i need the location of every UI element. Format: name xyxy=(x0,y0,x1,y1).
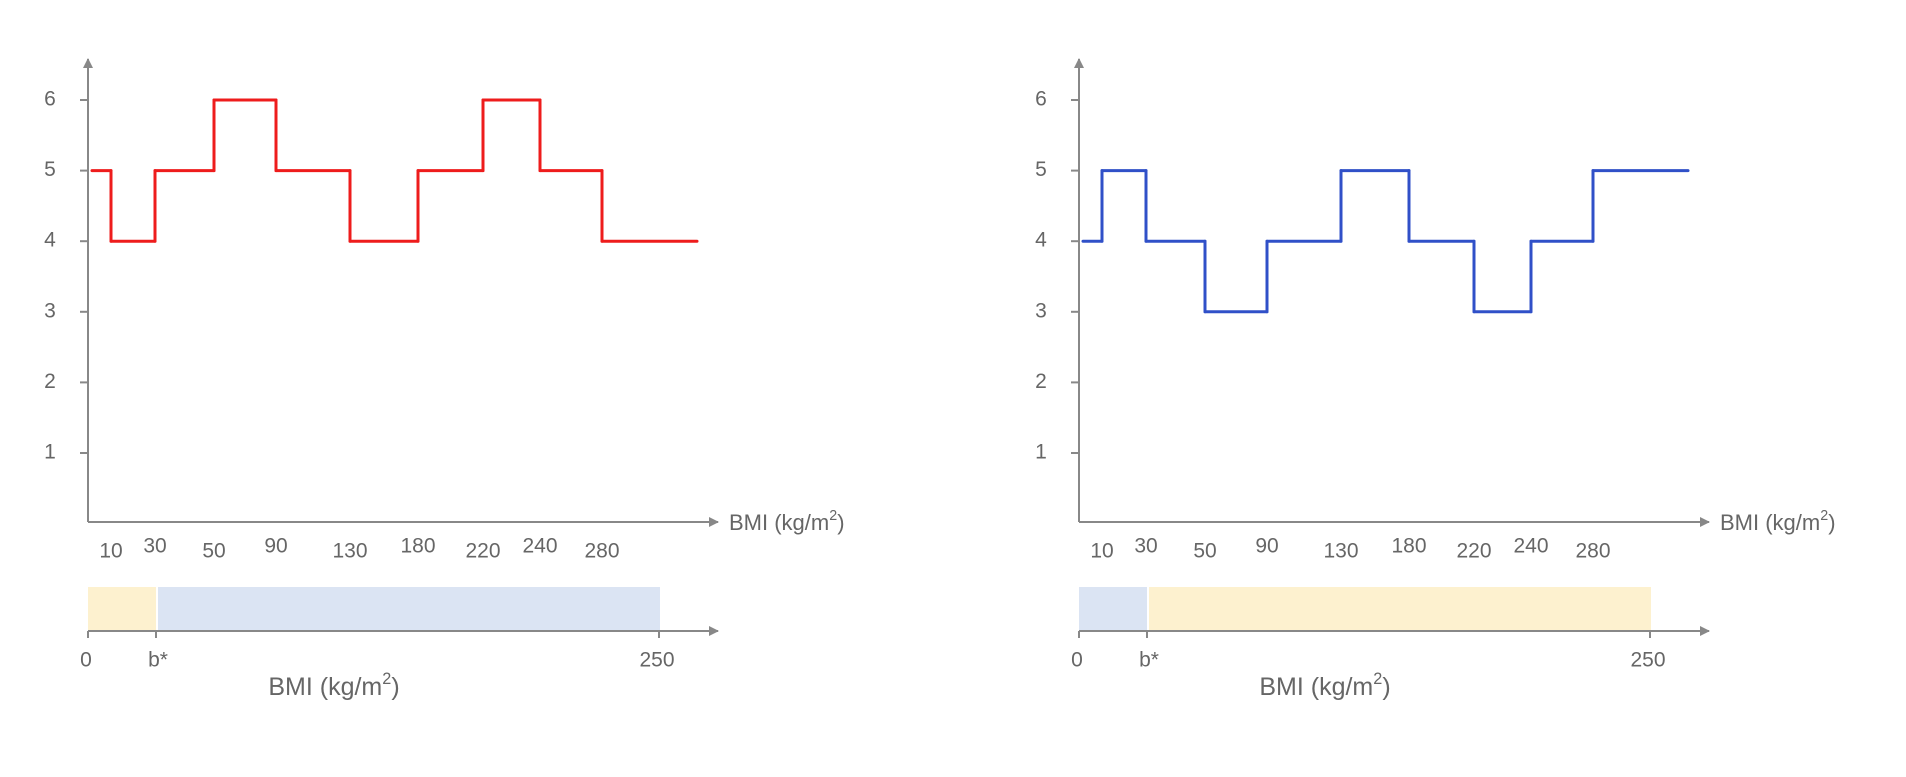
x-tick-label: 280 xyxy=(1575,540,1610,563)
x-axis-label: BMI (kg/m2) xyxy=(1720,508,1836,535)
bar-label: b* xyxy=(148,649,168,672)
x-tick-label: 280 xyxy=(584,540,619,563)
x-tick-label: 220 xyxy=(1456,540,1491,563)
bar-segment xyxy=(1079,587,1147,631)
y-tick-label: 1 xyxy=(44,441,56,464)
y-tick-label: 1 xyxy=(1035,441,1047,464)
y-tick-label: 5 xyxy=(1035,158,1047,181)
bar-segment xyxy=(1149,587,1651,631)
x-tick-label: 130 xyxy=(332,540,367,563)
x-tick-label: 180 xyxy=(400,535,435,558)
bar-title-sup: 2 xyxy=(1373,670,1382,688)
bar-title-main: BMI (kg/m xyxy=(268,673,382,701)
y-tick-label: 2 xyxy=(44,370,56,393)
x-tick-label: 30 xyxy=(1134,535,1157,558)
bar-title-end: ) xyxy=(391,673,399,701)
y-tick-label: 3 xyxy=(1035,299,1047,322)
y-tick-label: 6 xyxy=(44,88,56,111)
x-tick-label: 90 xyxy=(264,535,287,558)
bar-title-end: ) xyxy=(1382,673,1390,701)
x-axis-label-end: ) xyxy=(1828,510,1835,535)
bar-label: 0 xyxy=(80,649,92,672)
x-axis-label-end: ) xyxy=(837,510,844,535)
bar-segment xyxy=(158,587,660,631)
x-tick-label: 240 xyxy=(522,535,557,558)
bar-title-main: BMI (kg/m xyxy=(1259,673,1373,701)
x-tick-label: 30 xyxy=(143,535,166,558)
x-tick-label: 240 xyxy=(1513,535,1548,558)
y-tick-label: 5 xyxy=(44,158,56,181)
bar-segment xyxy=(88,587,156,631)
bar-title: BMI (kg/m2) xyxy=(1259,670,1390,700)
x-tick-label: 10 xyxy=(99,540,122,563)
x-axis-label-main: BMI (kg/m xyxy=(1720,510,1820,535)
x-tick-label: 50 xyxy=(1193,540,1216,563)
bar-title-sup: 2 xyxy=(382,670,391,688)
y-tick-label: 2 xyxy=(1035,370,1047,393)
bar-label: 0 xyxy=(1071,649,1083,672)
y-tick-label: 3 xyxy=(44,299,56,322)
bar-title: BMI (kg/m2) xyxy=(268,670,399,700)
x-tick-label: 220 xyxy=(465,540,500,563)
x-axis-label-sup: 2 xyxy=(829,508,837,524)
bar-label: 250 xyxy=(639,649,674,672)
x-axis-label-main: BMI (kg/m xyxy=(729,510,829,535)
x-tick-label: 90 xyxy=(1255,535,1278,558)
x-tick-label: 50 xyxy=(202,540,225,563)
y-tick-label: 4 xyxy=(44,229,56,252)
bar-label: b* xyxy=(1139,649,1159,672)
y-tick-label: 4 xyxy=(1035,229,1047,252)
y-tick-label: 6 xyxy=(1035,88,1047,111)
x-axis-label-sup: 2 xyxy=(1820,508,1828,524)
x-tick-label: 180 xyxy=(1391,535,1426,558)
x-axis-label: BMI (kg/m2) xyxy=(729,508,845,535)
x-tick-label: 10 xyxy=(1090,540,1113,563)
bar-label: 250 xyxy=(1630,649,1665,672)
x-tick-label: 130 xyxy=(1323,540,1358,563)
